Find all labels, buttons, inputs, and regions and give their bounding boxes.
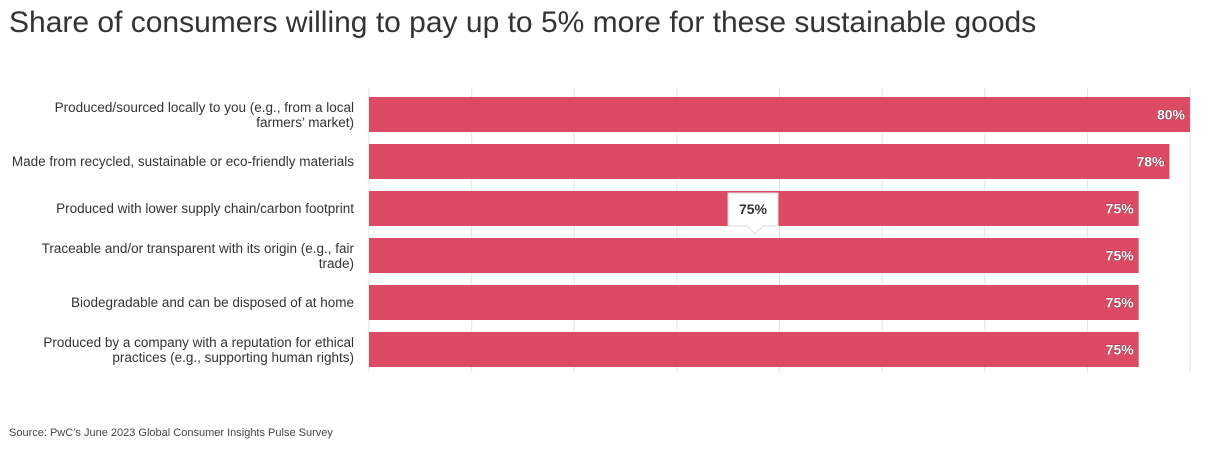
category-label: Produced/sourced locally to you (e.g., f…: [54, 99, 354, 130]
tooltip: 75%: [727, 192, 779, 235]
chart-title: Share of consumers willing to pay up to …: [9, 6, 1037, 39]
category-label: Traceable and/or transparent with its or…: [41, 240, 354, 271]
category-label: Made from recycled, sustainable or eco-f…: [11, 154, 354, 169]
bar: [369, 285, 1139, 320]
value-label: 75%: [1106, 201, 1135, 217]
bar: [369, 332, 1139, 367]
category-label: Produced with lower supply chain/carbon …: [56, 201, 354, 216]
bar: [369, 238, 1139, 273]
tooltip-text: 75%: [739, 201, 768, 217]
value-label: 75%: [1106, 295, 1135, 311]
chart: 80% 78% 75% 75% 75% 75% 75%: [368, 88, 1191, 372]
value-label: 78%: [1136, 154, 1165, 170]
source-note: Source: PwC’s June 2023 Global Consumer …: [9, 427, 333, 439]
tooltip-box: [727, 192, 779, 235]
value-label: 80%: [1157, 107, 1186, 123]
value-label: 75%: [1106, 248, 1135, 264]
category-label: Produced by a company with a reputation …: [43, 334, 354, 365]
bar: [369, 97, 1190, 132]
category-label: Biodegradable and can be disposed of at …: [71, 295, 354, 310]
value-label: 75%: [1106, 342, 1135, 358]
bar: [369, 144, 1170, 179]
